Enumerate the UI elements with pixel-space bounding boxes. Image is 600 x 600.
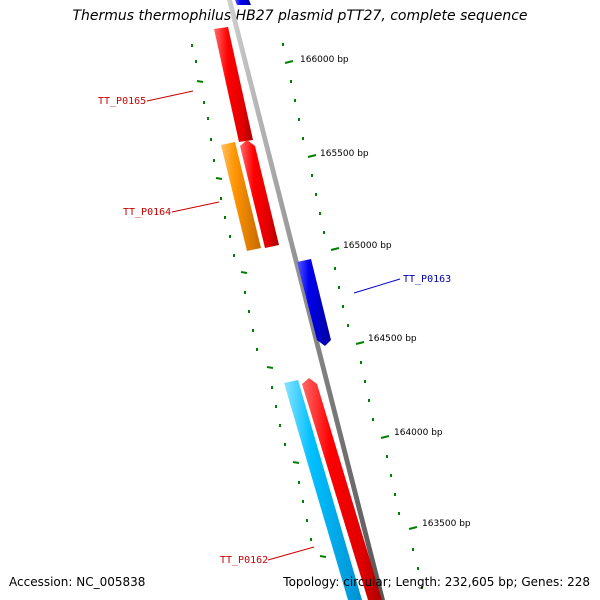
bp-label-165500: 165500 bp [320,149,369,159]
map-title: Thermus thermophilus HB27 plasmid pTT27,… [72,8,528,24]
leader-line-TT_P0164 [171,201,220,213]
gene-red-b[interactable] [240,140,279,248]
accession-text: Accession: NC_005838 [9,575,146,589]
leader-line-TT_P0163 [353,278,401,294]
leader-line-TT_P0165 [146,90,194,102]
topology-summary: Topology: circular; Length: 232,605 bp; … [283,575,590,589]
gene-label-TT_P0164[interactable]: TT_P0164 [123,207,171,218]
leader-line-TT_P0162 [267,546,315,561]
gene-TT_P0165[interactable] [214,27,253,142]
gene-red-c[interactable] [302,378,382,600]
gene-TT_P0164[interactable] [221,142,261,251]
plasmid-backbone [227,0,385,600]
bp-label-163500: 163500 bp [422,519,471,529]
bp-label-166000: 166000 bp [300,55,349,65]
gene-label-TT_P0162[interactable]: TT_P0162 [220,555,268,566]
bp-label-165000: 165000 bp [343,241,392,251]
gene-TT_P0163[interactable] [297,259,331,346]
bp-label-164500: 164500 bp [368,334,417,344]
gene-fragment-top [235,0,251,5]
gene-label-TT_P0165[interactable]: TT_P0165 [98,96,146,107]
inner-tick-marks [191,44,327,558]
gene-label-TT_P0163[interactable]: TT_P0163 [403,274,451,285]
bp-label-164000: 164000 bp [394,428,443,438]
gene-TT_P0162[interactable] [284,380,362,600]
outer-tick-marks [282,43,423,589]
